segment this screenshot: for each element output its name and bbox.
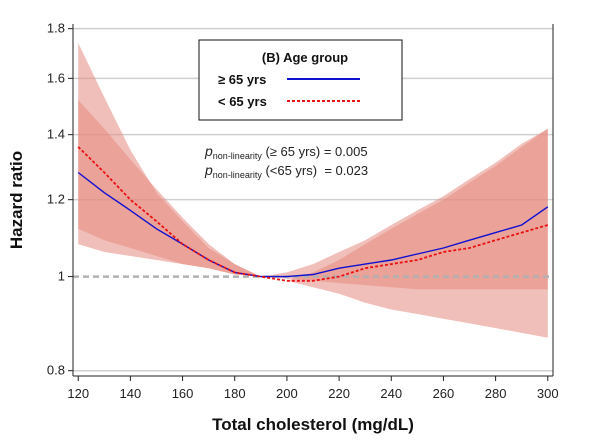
- y-tick-label-5: 1.8: [47, 21, 65, 36]
- y-tick-label-1: 1: [58, 269, 65, 284]
- annotation-65-plus-p: p: [204, 143, 213, 159]
- series-line-1: [77, 146, 549, 282]
- x-tick-label-8: 280: [485, 386, 507, 401]
- series-line-0: [77, 171, 549, 278]
- legend-label-under-65: < 65 yrs: [218, 94, 267, 109]
- x-tick-label-3: 180: [224, 386, 246, 401]
- annotation-65-plus-text: (≥ 65 yrs) = 0.005: [262, 144, 368, 159]
- legend: (B) Age group ≥ 65 yrs < 65 yrs: [198, 39, 403, 121]
- x-tick-label-2: 160: [172, 386, 194, 401]
- x-tick-label-6: 240: [380, 386, 402, 401]
- axes: 120 140 160 180 200 220 240 260 280 300 0.8 1 1.2 1.4…: [47, 21, 559, 401]
- legend-title: (B) Age group: [262, 50, 348, 65]
- y-tick-label-4: 1.6: [47, 70, 65, 85]
- annotations: pnon-linearity (≥ 65 yrs) = 0.005 pnon-l…: [204, 143, 368, 180]
- legend-label-65-plus: ≥ 65 yrs: [218, 72, 266, 87]
- x-tick-label-1: 140: [120, 386, 142, 401]
- x-tick-label-5: 220: [328, 386, 350, 401]
- confidence-bands: [78, 43, 548, 338]
- annotation-under-65-p: p: [204, 162, 213, 178]
- ci-band-1: [78, 43, 548, 338]
- annotation-under-65-text: (<65 yrs) = 0.023: [262, 163, 368, 178]
- series-lines: [77, 146, 549, 282]
- x-tick-label-0: 120: [67, 386, 89, 401]
- x-tick-label-4: 200: [276, 386, 298, 401]
- annotation-under-65: pnon-linearity (<65 yrs) = 0.023: [204, 162, 368, 180]
- x-axis-title: Total cholesterol (mg/dL): [212, 415, 414, 434]
- y-tick-label-0: 0.8: [47, 363, 65, 378]
- annotation-65-plus: pnon-linearity (≥ 65 yrs) = 0.005: [204, 143, 368, 161]
- y-tick-label-3: 1.4: [47, 127, 65, 142]
- y-tick-label-2: 1.2: [47, 192, 65, 207]
- x-tick-label-7: 260: [433, 386, 455, 401]
- y-axis-title: Hazard ratio: [7, 151, 26, 249]
- annotation-65-plus-sub: non-linearity: [213, 151, 263, 161]
- x-tick-label-9: 300: [537, 386, 559, 401]
- annotation-under-65-sub: non-linearity: [213, 170, 263, 180]
